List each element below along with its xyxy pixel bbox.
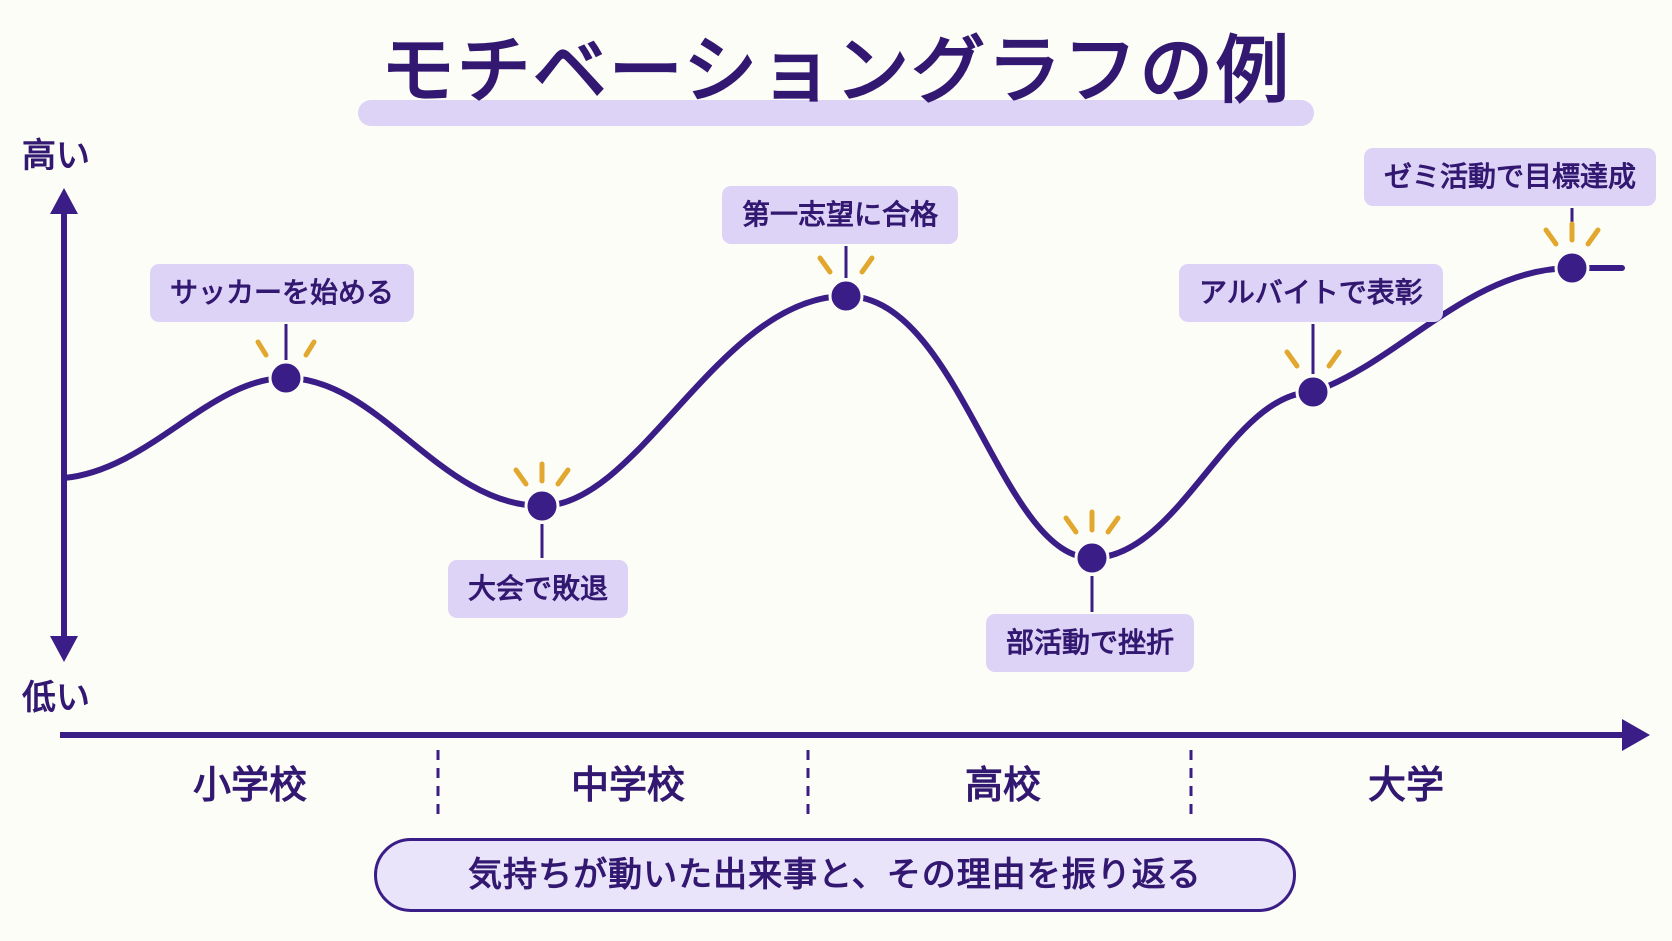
- sparkle-icon: [255, 339, 317, 358]
- footer-pill: 気持ちが動いた出来事と、その理由を振り返る: [374, 838, 1296, 912]
- event-point: [524, 488, 560, 524]
- event-point: [268, 360, 304, 396]
- stage-label: 小学校: [192, 763, 307, 807]
- horizontal-axis-arrow: [1622, 719, 1650, 751]
- sparkle-icon: [1063, 509, 1121, 535]
- title-underline: [358, 100, 1314, 126]
- event-label: サッカーを始める: [150, 264, 415, 322]
- vertical-axis-up-arrow: [50, 188, 78, 214]
- page-title: モチベーショングラフの例: [380, 28, 1292, 114]
- stage-label: 中学校: [570, 763, 685, 807]
- vertical-axis-down-arrow: [50, 636, 78, 662]
- event-label: 部活動で挫折: [986, 614, 1195, 672]
- axis-low-label: 低い: [22, 678, 90, 718]
- event-point: [1074, 540, 1110, 576]
- event-point: [1554, 250, 1590, 286]
- stage-label: 大学: [1367, 763, 1444, 807]
- event-point: [1295, 374, 1331, 410]
- sparkle-icon: [817, 255, 875, 275]
- event-label: 第一志望に合格: [722, 186, 959, 244]
- event-label: ゼミ活動で目標達成: [1364, 148, 1657, 206]
- stage-label: 高校: [964, 763, 1041, 807]
- sparkle-icon: [1543, 221, 1601, 247]
- event-label: 大会で敗退: [448, 560, 629, 618]
- axis-high-label: 高い: [22, 136, 90, 176]
- title-block: モチベーショングラフの例: [358, 22, 1314, 132]
- sparkle-icon: [513, 461, 571, 487]
- sparkle-icon: [1284, 349, 1342, 369]
- event-label: アルバイトで表彰: [1179, 264, 1443, 322]
- event-point: [828, 278, 864, 314]
